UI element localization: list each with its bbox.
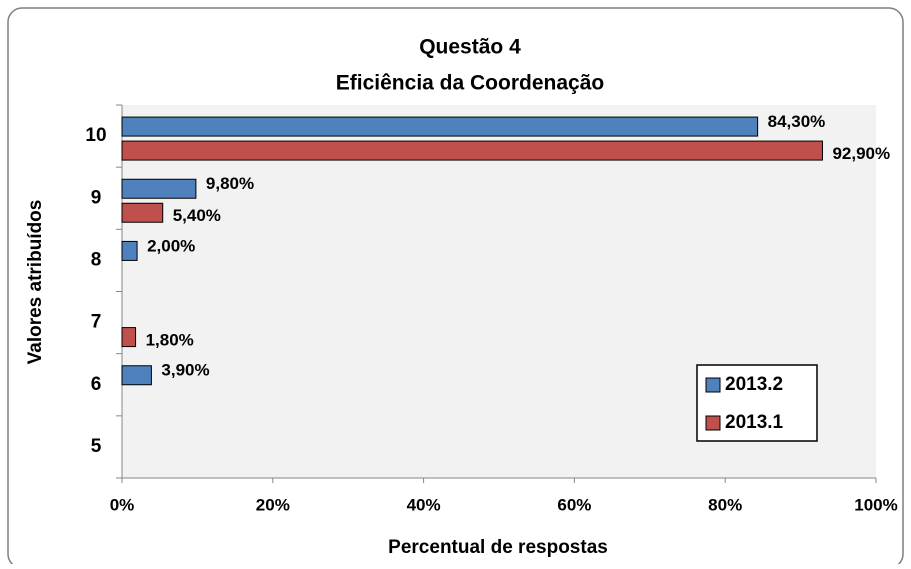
x-tick-label: 40%: [407, 495, 441, 514]
x-tick-label: 20%: [256, 495, 290, 514]
legend-swatch: [705, 377, 721, 393]
y-axis-label: Valores atribuídos: [25, 200, 46, 365]
bar: [121, 202, 164, 223]
y-tick-label: 8: [91, 249, 102, 270]
data-label: 5,40%: [173, 206, 221, 225]
data-label: 9,80%: [206, 174, 254, 193]
x-tick-label: 60%: [557, 495, 591, 514]
bar: [121, 140, 823, 161]
chart-title: Questão 4: [419, 36, 521, 59]
chart-subtitle: Eficiência da Coordenação: [336, 72, 604, 95]
data-label: 3,90%: [161, 361, 209, 380]
bar: [121, 327, 137, 348]
legend-label: 2013.1: [725, 412, 784, 433]
bar: [121, 178, 197, 199]
legend-swatch: [705, 415, 721, 431]
data-label: 2,00%: [147, 236, 195, 255]
y-tick-label: 6: [91, 374, 102, 395]
data-label: 1,80%: [146, 331, 194, 350]
legend-label: 2013.2: [725, 374, 783, 395]
x-tick-label: 100%: [854, 495, 897, 514]
y-tick-label: 7: [91, 312, 102, 333]
y-tick-label: 10: [85, 125, 106, 146]
data-label: 84,30%: [768, 112, 826, 131]
bar: [121, 365, 152, 386]
data-label: 92,90%: [832, 144, 890, 163]
bar: [121, 116, 759, 137]
x-tick-label: 80%: [708, 495, 742, 514]
bar: [121, 240, 138, 261]
y-tick-label: 5: [91, 436, 102, 457]
x-tick-label: 0%: [110, 495, 135, 514]
x-axis-label: Percentual de respostas: [388, 537, 608, 558]
y-tick-label: 9: [91, 187, 102, 208]
